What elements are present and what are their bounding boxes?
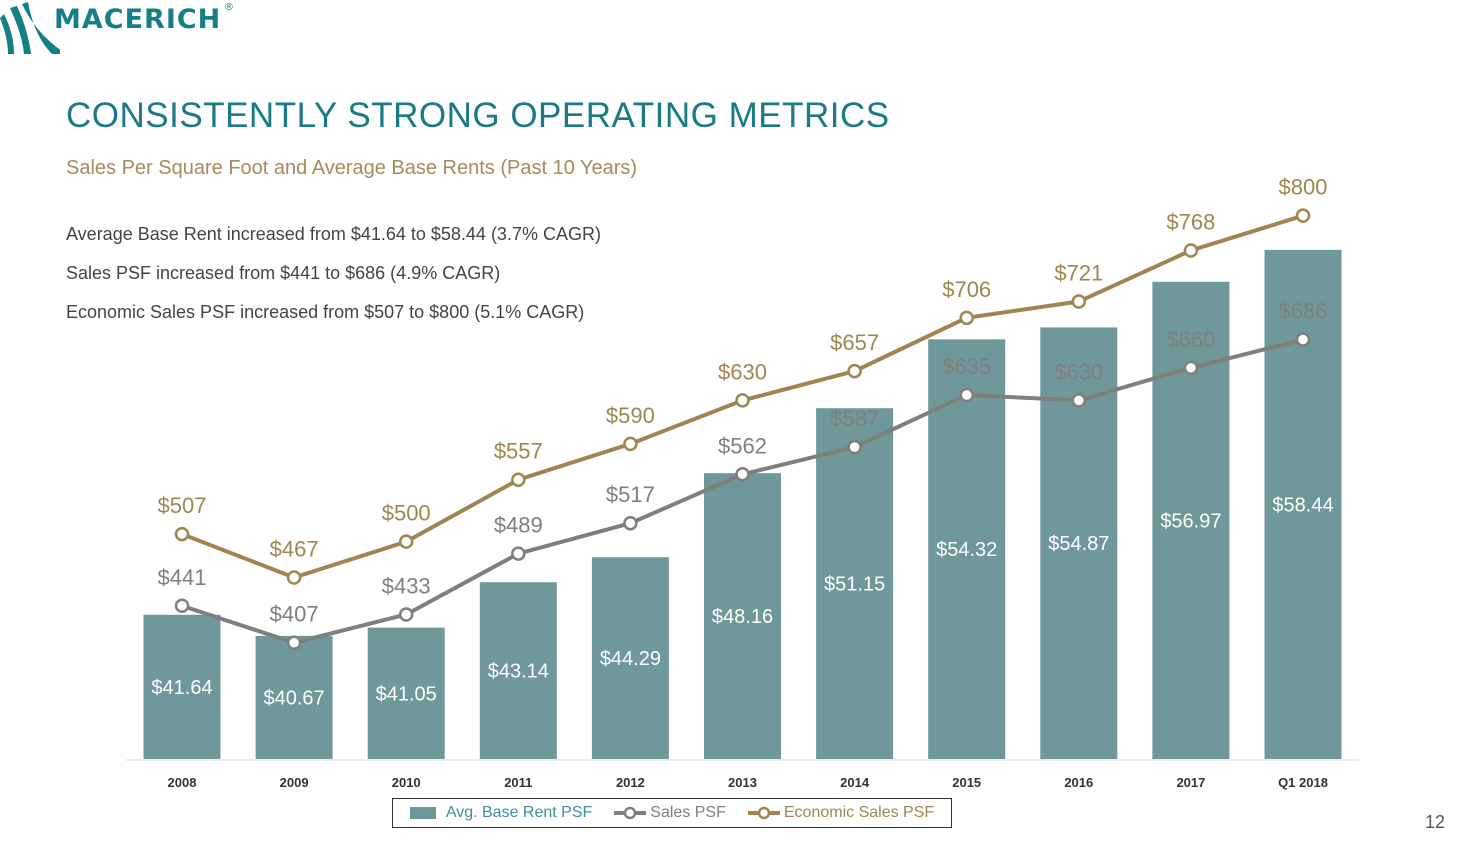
x-tick-label: 2010 xyxy=(392,775,421,790)
economic-data-label: $721 xyxy=(1054,261,1103,286)
bullet-economic-sales: Economic Sales PSF increased from $507 t… xyxy=(66,302,585,322)
x-tick-label: 2016 xyxy=(1064,775,1093,790)
x-tick-label: 2017 xyxy=(1176,775,1205,790)
bar-2014 xyxy=(816,408,894,759)
bar-2011 xyxy=(479,582,557,759)
sales-point xyxy=(174,598,190,614)
economic-point xyxy=(959,310,974,326)
sales-point xyxy=(959,387,974,403)
sales-data-label: $587 xyxy=(830,406,879,431)
legend-label: Economic Sales PSF xyxy=(783,804,935,821)
sales-data-label: $635 xyxy=(942,354,991,379)
x-tick-label: Q1 2018 xyxy=(1278,775,1328,790)
bar-data-label: $41.64 xyxy=(151,677,212,699)
bar-data-label: $54.87 xyxy=(1048,533,1109,555)
economic-data-label: $590 xyxy=(606,403,655,428)
sales-point xyxy=(623,515,638,531)
bullet-base-rent: Average Base Rent increased from $41.64 … xyxy=(66,224,601,244)
sales-point xyxy=(286,635,302,650)
economic-data-label: $500 xyxy=(382,501,431,526)
bullet-sales-psf: Sales PSF increased from $441 to $686 (4… xyxy=(66,263,501,283)
economic-data-label: $706 xyxy=(942,277,991,302)
bar-data-label: $41.05 xyxy=(376,683,437,705)
economic-data-label: $800 xyxy=(1279,175,1328,200)
bar-2012 xyxy=(591,557,669,759)
legend-item-base-rent: Avg. Base Rent PSF xyxy=(409,804,593,822)
economic-point xyxy=(623,436,638,452)
bar-data-label: $51.15 xyxy=(824,574,885,596)
sales-point xyxy=(735,467,750,482)
sales-data-label: $441 xyxy=(158,565,207,590)
bar-2015 xyxy=(928,339,1006,759)
economic-data-label: $557 xyxy=(494,439,543,464)
sales-data-label: $517 xyxy=(606,482,655,507)
bar-data-label: $44.29 xyxy=(600,648,661,670)
economic-data-label: $467 xyxy=(270,537,319,562)
legend-label: Sales PSF xyxy=(650,804,726,821)
bar-data-label: $54.32 xyxy=(936,539,997,561)
economic-point xyxy=(511,472,526,487)
sales-data-label: $660 xyxy=(1166,327,1215,352)
page-subtitle: Sales Per Square Foot and Average Base R… xyxy=(66,157,638,179)
x-tick-label: 2015 xyxy=(952,775,981,790)
sales-point xyxy=(1183,360,1199,376)
economic-point xyxy=(398,534,414,549)
bar-data-label: $56.97 xyxy=(1160,510,1221,532)
legend-item-sales: Sales PSF xyxy=(614,804,726,822)
legend-label: Avg. Base Rent PSF xyxy=(445,804,593,821)
x-tick-label: 2011 xyxy=(504,775,532,790)
economic-data-label: $507 xyxy=(158,493,207,518)
bar-2008 xyxy=(143,614,221,759)
bar-2009 xyxy=(255,635,333,759)
x-tick-label: 2009 xyxy=(280,775,309,790)
legend-item-economic: Economic Sales PSF xyxy=(747,804,935,822)
economic-point xyxy=(735,393,750,408)
bar-data-label: $48.16 xyxy=(712,606,773,628)
sales-data-label: $407 xyxy=(270,602,319,627)
sales-data-label: $686 xyxy=(1279,299,1328,324)
legend-bar-swatch xyxy=(409,807,436,819)
economic-point xyxy=(847,363,862,379)
sales-data-label: $489 xyxy=(494,513,543,538)
economic-point xyxy=(174,526,190,542)
economic-point xyxy=(1295,208,1311,223)
x-tick-label: 2012 xyxy=(616,775,645,790)
registered-mark: ® xyxy=(224,2,234,13)
bar-data-label: $43.14 xyxy=(488,661,549,683)
chart-legend: Avg. Base Rent PSF Sales PSF Economic Sa… xyxy=(392,798,952,828)
legend-line-marker-icon xyxy=(614,806,647,820)
bar-2013 xyxy=(704,473,781,759)
x-tick-label: 2013 xyxy=(728,775,757,790)
sales-point xyxy=(847,439,862,455)
sales-data-label: $562 xyxy=(718,433,767,458)
economic-data-label: $630 xyxy=(718,359,767,384)
sales-point xyxy=(1071,393,1087,408)
sales-point xyxy=(511,546,526,561)
page-title: CONSISTENTLY STRONG OPERATING METRICS xyxy=(66,96,890,135)
sales-point xyxy=(398,607,414,622)
economic-data-label: $768 xyxy=(1166,209,1215,234)
economic-point xyxy=(286,570,302,585)
sales-point xyxy=(1295,332,1311,347)
sales-data-label: $433 xyxy=(382,573,431,598)
legend-line-marker-icon xyxy=(747,806,780,820)
x-tick-label: 2008 xyxy=(168,775,197,790)
economic-point xyxy=(1183,243,1199,258)
macerich-logo-mark xyxy=(0,2,60,54)
economic-point xyxy=(1071,294,1087,309)
bar-2010 xyxy=(367,627,445,759)
sales-data-label: $630 xyxy=(1054,359,1103,384)
brand-name: MACERICH xyxy=(54,4,222,35)
economic-data-label: $657 xyxy=(830,330,879,355)
x-tick-label: 2014 xyxy=(840,775,870,790)
bar-data-label: $40.67 xyxy=(264,687,325,709)
bar-data-label: $58.44 xyxy=(1272,494,1333,516)
page-number: 12 xyxy=(1425,812,1446,832)
